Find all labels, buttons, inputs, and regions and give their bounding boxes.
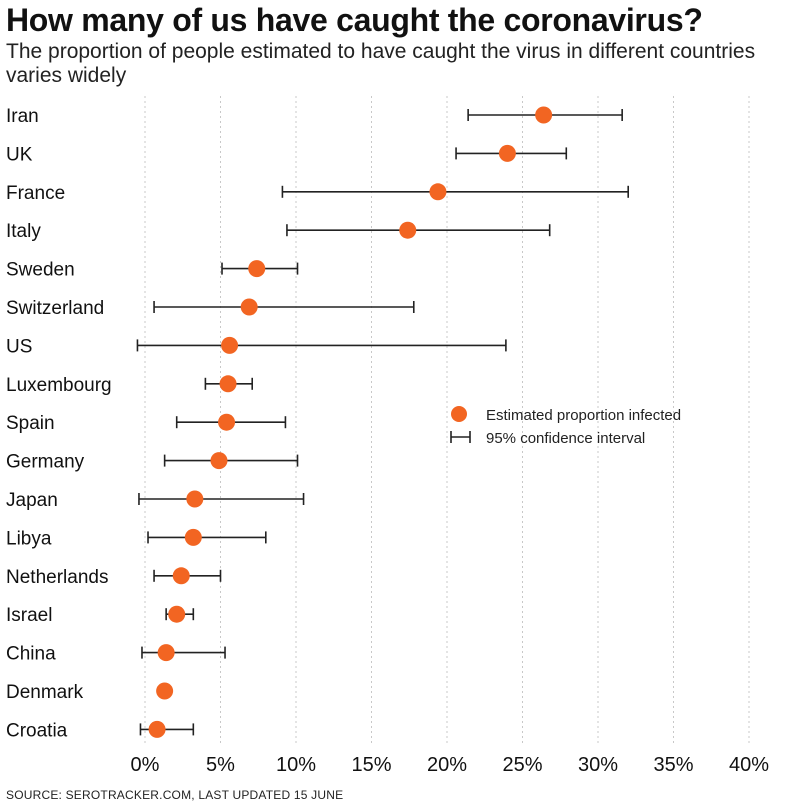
category-label: Italy	[6, 221, 41, 242]
estimate-point	[218, 413, 236, 431]
category-labels: Iran UK France Italy Sweden Switzerland US Luxe…	[6, 106, 112, 741]
category-label: Israel	[6, 605, 52, 626]
estimate-point	[157, 644, 175, 662]
category-label: Switzerland	[6, 298, 104, 319]
estimate-point	[172, 567, 190, 585]
estimate-point	[498, 144, 516, 162]
estimate-point	[156, 682, 174, 700]
gridlines	[144, 96, 750, 746]
estimate-point	[148, 720, 166, 738]
legend-point-marker	[451, 406, 467, 422]
chart-title: How many of us have caught the coronavir…	[6, 2, 703, 38]
category-label: Sweden	[6, 260, 75, 281]
estimate-point	[221, 336, 239, 354]
category-label: Germany	[6, 452, 85, 473]
estimate-point	[240, 298, 258, 316]
estimate-point	[429, 183, 447, 201]
estimate-point	[535, 106, 553, 124]
x-tick-label: 35%	[653, 754, 693, 776]
category-label: Libya	[6, 528, 52, 549]
category-label: France	[6, 183, 65, 204]
x-tick-label: 30%	[578, 754, 618, 776]
category-label: China	[6, 644, 56, 665]
estimate-point	[210, 452, 228, 470]
confidence-interval	[141, 646, 226, 659]
confidence-interval	[163, 454, 299, 467]
estimate-point	[248, 260, 266, 278]
legend-interval-marker	[450, 431, 471, 443]
confidence-interval	[153, 301, 415, 313]
confidence-interval	[281, 185, 630, 198]
estimate-point	[184, 528, 202, 546]
confidence-interval	[136, 339, 507, 352]
x-tick-label: 0%	[131, 754, 160, 776]
estimate-point	[399, 221, 417, 239]
source-note: SOURCE: SEROTRACKER.COM, LAST UPDATED 15…	[6, 788, 344, 802]
category-label: UK	[6, 144, 33, 165]
x-tick-label: 15%	[351, 754, 391, 776]
category-label: Denmark	[6, 682, 84, 703]
x-tick-label: 20%	[427, 754, 467, 776]
confidence-interval	[138, 493, 305, 505]
legend: Estimated proportion infected 95% confid…	[450, 406, 681, 447]
category-label: Japan	[6, 490, 58, 511]
category-label: Spain	[6, 413, 55, 434]
x-tick-label: 10%	[276, 754, 316, 776]
confidence-interval	[147, 531, 267, 544]
estimate-point	[186, 490, 204, 508]
category-label: Croatia	[6, 720, 68, 741]
confidence-interval-chart: Iran UK France Italy Sweden Switzerland US Luxe…	[6, 96, 770, 776]
category-label: Luxembourg	[6, 375, 112, 396]
x-tick-label: 40%	[729, 754, 769, 776]
x-tick-label: 5%	[206, 754, 235, 776]
legend-point-label: Estimated proportion infected	[486, 407, 681, 424]
estimate-points	[148, 106, 553, 738]
chart-subtitle: The proportion of people estimated to ha…	[6, 40, 756, 87]
category-label: US	[6, 336, 32, 357]
category-label: Netherlands	[6, 567, 108, 588]
category-label: Iran	[6, 106, 39, 127]
x-tick-label: 25%	[502, 754, 542, 776]
confidence-interval	[286, 224, 551, 237]
confidence-interval	[139, 723, 195, 736]
estimate-point	[168, 605, 186, 623]
legend-interval-label: 95% confidence interval	[486, 430, 645, 447]
estimate-point	[219, 375, 237, 393]
x-tick-labels: 0% 5% 10% 15% 20% 25% 30% 35% 40%	[131, 754, 770, 776]
